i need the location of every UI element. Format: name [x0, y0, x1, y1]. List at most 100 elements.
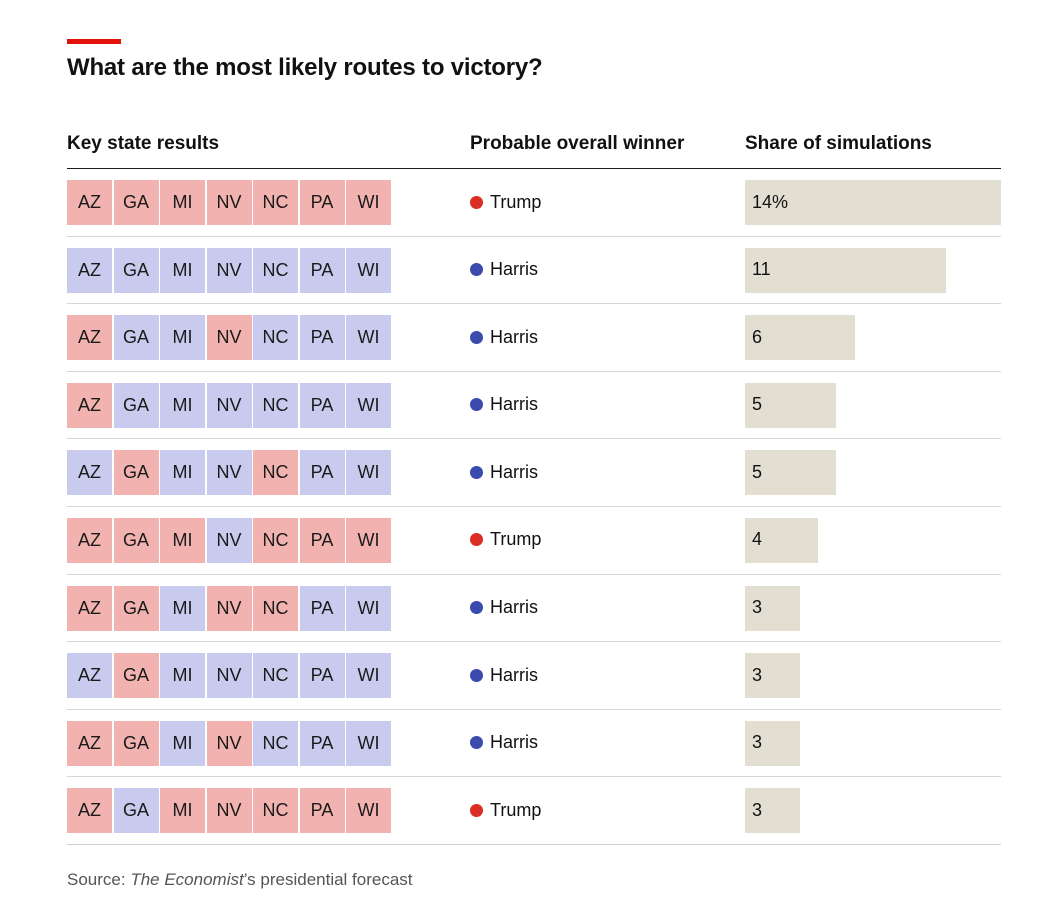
state-results: AZ GA MI NV NC PA WI [67, 247, 393, 293]
share-label: 14% [752, 191, 789, 212]
table-row: AZ GA MI NV NC PA WI Trump 14% [67, 169, 1001, 237]
chart-title: What are the most likely routes to victo… [67, 54, 543, 81]
winner-label: Harris [490, 597, 538, 618]
winner-label: Trump [490, 529, 542, 550]
state-tile-ga: GA [113, 382, 159, 428]
state-tile-ga: GA [113, 517, 159, 563]
state-tile-nc: NC [253, 653, 298, 699]
share-label: 3 [752, 664, 763, 685]
state-tile-nv: NV [206, 517, 252, 563]
winner-cell: Harris [470, 575, 538, 641]
state-tile-ga: GA [113, 247, 159, 293]
state-tile-az: AZ [67, 450, 112, 496]
state-tile-wi: WI [346, 247, 391, 293]
winner-cell: Harris [470, 710, 538, 776]
winner-cell: Trump [470, 169, 541, 235]
state-tile-nc: NC [253, 585, 298, 631]
table-row: AZ GA MI NV NC PA WI Harris 3 [67, 710, 1001, 778]
state-results: AZ GA MI NV NC PA WI [67, 788, 393, 834]
state-tile-nv: NV [206, 585, 252, 631]
state-tile-nv: NV [206, 180, 252, 225]
state-tile-az: AZ [67, 788, 112, 834]
winner-dot-icon [470, 601, 483, 615]
winner-dot-icon [470, 668, 483, 682]
winner-dot-icon [470, 803, 483, 817]
state-tile-ga: GA [113, 180, 159, 225]
state-tile-az: AZ [67, 247, 112, 293]
state-tile-ga: GA [113, 315, 159, 361]
header-key-state-results: Key state results [67, 133, 220, 154]
header-rule [67, 168, 1001, 169]
state-results: AZ GA MI NV NC PA WI [67, 653, 393, 699]
header-share-of-simulations: Share of simulations [745, 133, 932, 154]
winner-label: Harris [490, 732, 538, 753]
state-tile-nv: NV [206, 315, 252, 361]
share-bar [745, 585, 800, 631]
state-tile-nc: NC [253, 788, 298, 834]
winner-label: Harris [490, 259, 538, 280]
state-results: AZ GA MI NV NC PA WI [67, 517, 393, 563]
state-tile-nv: NV [206, 788, 252, 834]
state-tile-wi: WI [346, 517, 391, 563]
state-tile-mi: MI [160, 450, 205, 496]
state-tile-nc: NC [253, 720, 298, 766]
state-tile-pa: PA [299, 517, 345, 563]
state-tile-wi: WI [346, 382, 391, 428]
state-tile-pa: PA [299, 382, 345, 428]
state-tile-nc: NC [253, 517, 298, 563]
winner-dot-icon [470, 465, 483, 479]
share-bar [745, 720, 800, 766]
state-tile-ga: GA [113, 653, 159, 699]
table-row: AZ GA MI NV NC PA WI Harris 11 [67, 237, 1001, 305]
state-tile-wi: WI [346, 315, 391, 361]
state-tile-pa: PA [299, 450, 345, 496]
winner-cell: Harris [470, 642, 538, 708]
state-tile-nv: NV [206, 382, 252, 428]
winner-dot-icon [470, 398, 483, 412]
share-label: 3 [752, 799, 763, 820]
share-label: 6 [752, 326, 763, 347]
state-tile-az: AZ [67, 517, 112, 563]
state-tile-nc: NC [253, 315, 298, 361]
state-tile-pa: PA [299, 247, 345, 293]
state-tile-nc: NC [253, 450, 298, 496]
state-tile-mi: MI [160, 585, 205, 631]
winner-cell: Trump [470, 777, 541, 843]
state-tile-pa: PA [299, 315, 345, 361]
state-tile-mi: MI [160, 315, 205, 361]
winner-label: Trump [490, 191, 542, 212]
state-tile-pa: PA [299, 585, 345, 631]
state-tile-nc: NC [253, 247, 298, 293]
state-tile-nc: NC [253, 180, 298, 225]
winner-dot-icon [470, 263, 483, 277]
share-label: 11 [752, 259, 771, 280]
state-tile-az: AZ [67, 180, 112, 225]
winner-cell: Harris [470, 372, 538, 438]
source-note: Source: The Economist’s presidential for… [67, 870, 413, 890]
state-tile-nc: NC [253, 382, 298, 428]
winner-label: Harris [490, 664, 538, 685]
state-tile-wi: WI [346, 653, 391, 699]
winner-dot-icon [470, 195, 483, 209]
share-bar [745, 653, 800, 699]
state-tile-pa: PA [299, 720, 345, 766]
share-label: 3 [752, 732, 763, 753]
state-tile-az: AZ [67, 653, 112, 699]
winner-cell: Harris [470, 304, 538, 370]
state-tile-nv: NV [206, 247, 252, 293]
state-tile-wi: WI [346, 585, 391, 631]
state-tile-mi: MI [160, 382, 205, 428]
winner-label: Trump [490, 799, 542, 820]
state-tile-pa: PA [299, 180, 345, 225]
table-row: AZ GA MI NV NC PA WI Harris 6 [67, 304, 1001, 372]
share-bar [745, 382, 836, 428]
state-tile-ga: GA [113, 450, 159, 496]
state-tile-az: AZ [67, 382, 112, 428]
winner-dot-icon [470, 736, 483, 750]
table-row: AZ GA MI NV NC PA WI Harris 5 [67, 372, 1001, 440]
table-row: AZ GA MI NV NC PA WI Harris 3 [67, 642, 1001, 710]
state-tile-mi: MI [160, 653, 205, 699]
state-tile-az: AZ [67, 315, 112, 361]
table-row: AZ GA MI NV NC PA WI Harris 5 [67, 439, 1001, 507]
share-label: 5 [752, 461, 763, 482]
